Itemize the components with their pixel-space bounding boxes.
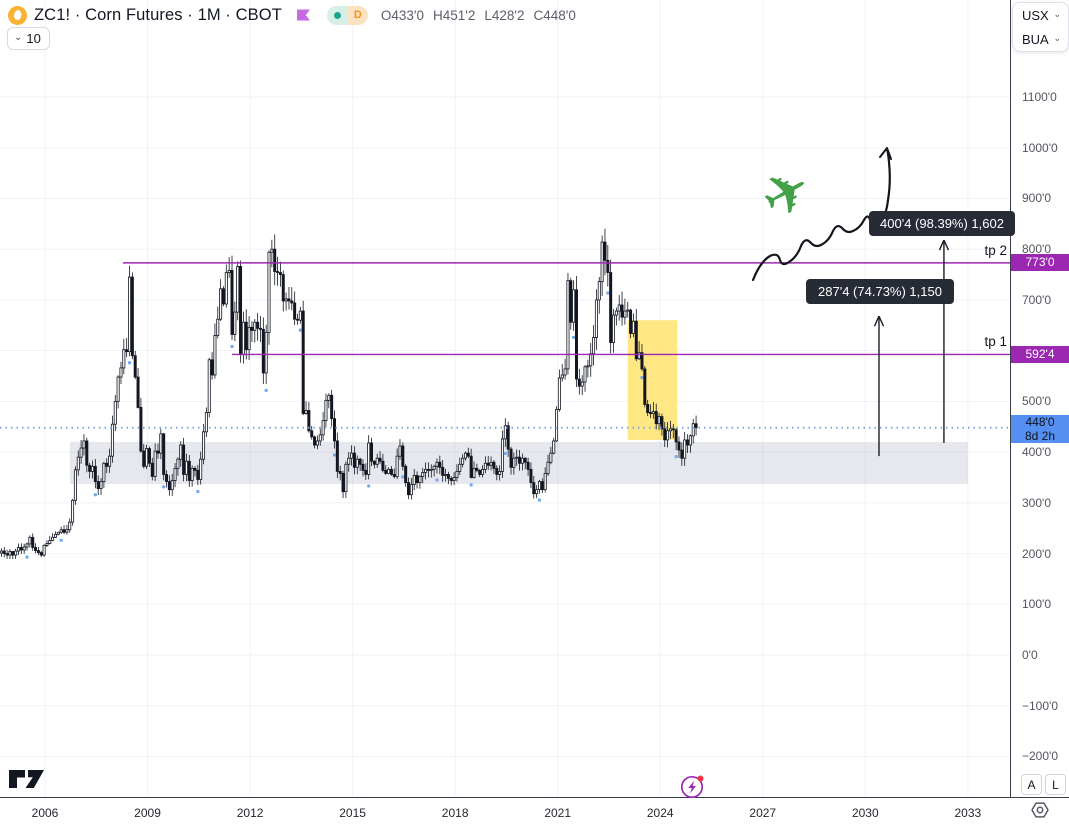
price-tick: 500'0 bbox=[1022, 394, 1051, 409]
price-tick: 1100'0 bbox=[1022, 90, 1057, 104]
price-tick: 1000'0 bbox=[1022, 140, 1058, 155]
scale-settings-panel: USX ⌄ BUA ⌄ bbox=[1012, 2, 1069, 52]
interval-chip[interactable]: ⌄ 10 bbox=[7, 27, 50, 50]
chart-pane[interactable]: ✈ 400'4 (98.39%) 1,602 287'4 (74.73%) 1,… bbox=[0, 0, 1015, 800]
time-tick: 2033 bbox=[954, 806, 982, 820]
symbol-header: ZC1! · Corn Futures · 1M · CBOT D O433'0… bbox=[8, 5, 576, 25]
time-tick: 2006 bbox=[31, 806, 59, 820]
tp1-price-tag[interactable]: 592'4 bbox=[1011, 345, 1069, 363]
chevron-down-icon: ⌄ bbox=[1053, 8, 1061, 19]
timeframe-letter: D bbox=[347, 5, 368, 25]
unit-value: BUA bbox=[1022, 31, 1049, 47]
time-tick: 2018 bbox=[441, 806, 469, 820]
time-tick: 2024 bbox=[646, 806, 674, 820]
price-tick: 700'0 bbox=[1022, 292, 1051, 307]
price-tick: 200'0 bbox=[1022, 546, 1051, 561]
price-tick: 0'0 bbox=[1022, 648, 1038, 663]
price-tick: 900'0 bbox=[1022, 191, 1051, 206]
auto-scale-button[interactable]: A bbox=[1021, 774, 1042, 795]
vertical-arrow-2[interactable] bbox=[938, 239, 950, 443]
log-scale-button[interactable]: L bbox=[1045, 774, 1066, 795]
tp2-price-tag[interactable]: 773'0 bbox=[1011, 254, 1069, 272]
chevron-down-icon: ⌄ bbox=[14, 32, 23, 43]
vertical-arrow-1[interactable] bbox=[873, 315, 885, 457]
tradingview-logo[interactable] bbox=[8, 768, 46, 790]
price-axis[interactable]: 1100'0 1000'0 900'0 800'0 700'0 500'0 400'0 300… bbox=[1010, 0, 1069, 797]
low-value: L428'2 bbox=[484, 7, 525, 23]
price-tick: 300'0 bbox=[1022, 495, 1051, 510]
price-tick: −100'0 bbox=[1022, 698, 1058, 713]
time-axis[interactable]: 2006 2009 2012 2015 2018 2021 2024 2027 2030 2033 bbox=[0, 797, 1069, 827]
current-price-value: 448'0 bbox=[1025, 414, 1055, 429]
measure-label-2[interactable]: 287'4 (74.73%) 1,150 bbox=[806, 279, 954, 304]
currency-value: USX bbox=[1022, 7, 1049, 23]
price-tick: 100'0 bbox=[1022, 597, 1051, 612]
time-tick: 2021 bbox=[544, 806, 572, 820]
ohlc-values: O433'0 H451'2 L428'2 C448'0 bbox=[381, 8, 576, 23]
timeframe-badge[interactable]: D bbox=[326, 5, 368, 25]
gear-icon[interactable] bbox=[1030, 800, 1050, 820]
corn-symbol-icon bbox=[8, 5, 27, 25]
price-tick: 800'0 bbox=[1022, 242, 1051, 257]
price-tick: 400'0 bbox=[1022, 445, 1051, 460]
gridlines bbox=[0, 0, 1010, 797]
open-value: O433'0 bbox=[380, 7, 425, 23]
interval-value: 10 bbox=[26, 31, 41, 46]
chart-canvas[interactable] bbox=[0, 0, 1010, 797]
symbol-title[interactable]: ZC1! · Corn Futures · 1M · CBOT bbox=[34, 5, 282, 24]
currency-dropdown[interactable]: USX ⌄ bbox=[1013, 3, 1068, 27]
unit-dropdown[interactable]: BUA ⌄ bbox=[1013, 27, 1068, 51]
candlestick-series bbox=[0, 228, 698, 559]
bar-countdown: 8d 2h bbox=[1024, 428, 1056, 443]
status-dot bbox=[326, 5, 348, 25]
time-tick: 2027 bbox=[749, 806, 777, 820]
close-value: C448'0 bbox=[533, 7, 576, 23]
price-tick: −200'0 bbox=[1022, 749, 1058, 764]
time-tick: 2030 bbox=[851, 806, 879, 820]
time-tick: 2009 bbox=[134, 806, 161, 820]
time-tick: 2012 bbox=[236, 806, 264, 820]
flag-icon[interactable] bbox=[296, 8, 311, 23]
tp1-line-label: tp 1 bbox=[984, 334, 1007, 350]
current-price-tag[interactable]: 448'0 8d 2h bbox=[1011, 414, 1069, 443]
time-tick: 2015 bbox=[339, 806, 366, 820]
measure-label-1[interactable]: 400'4 (98.39%) 1,602 bbox=[869, 211, 1015, 236]
chevron-down-icon: ⌄ bbox=[1053, 32, 1061, 43]
high-value: H451'2 bbox=[433, 7, 476, 23]
flash-alerts-button[interactable] bbox=[679, 773, 706, 800]
tp2-line-label: tp 2 bbox=[984, 242, 1007, 258]
